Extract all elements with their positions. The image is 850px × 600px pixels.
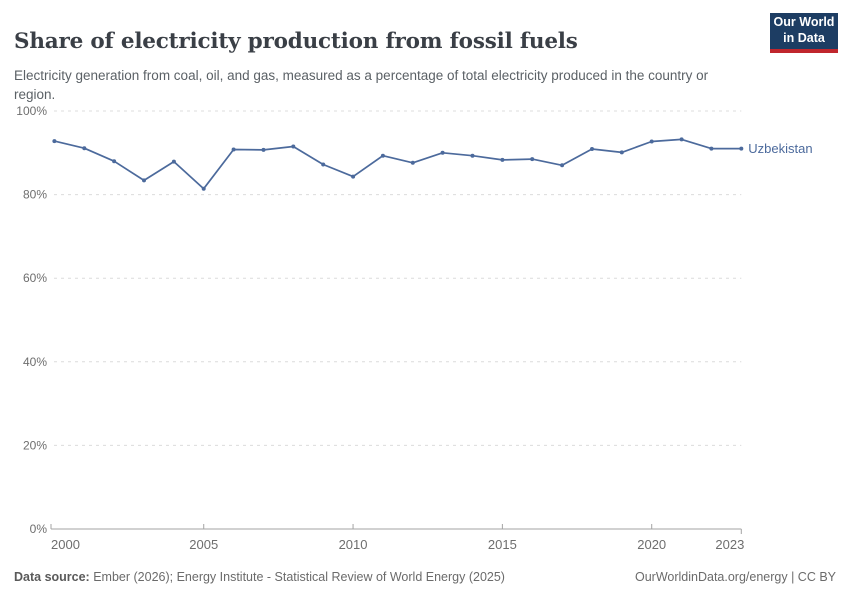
- data-point-2003: [142, 178, 146, 183]
- series-label: Uzbekistan: [748, 141, 812, 156]
- data-point-2014: [470, 153, 475, 158]
- chart-footer: Data source: Ember (2026); Energy Instit…: [0, 566, 850, 588]
- data-point-2020: [649, 139, 654, 144]
- owid-logo-line1: Our World: [773, 15, 835, 30]
- x-axis-tick-label: 2015: [488, 537, 517, 552]
- y-axis-tick-label: 0%: [30, 522, 48, 536]
- trend-line: [53, 138, 743, 190]
- data-point-2006: [231, 147, 236, 152]
- data-point-2018: [590, 147, 594, 151]
- x-axis-tick-label: 2020: [637, 537, 666, 552]
- data-point-2021: [679, 137, 684, 142]
- data-point-2017: [560, 163, 565, 168]
- data-point-2008: [291, 144, 296, 149]
- chart-subtitle: Electricity generation from coal, oil, a…: [14, 67, 709, 103]
- data-source-note: Data source: Ember (2026); Energy Instit…: [14, 570, 505, 584]
- data-point-2015: [500, 157, 505, 162]
- y-axis-tick-label: 40%: [23, 355, 47, 369]
- data-point-2011: [380, 153, 385, 158]
- data-point-2001: [82, 146, 87, 151]
- data-point-2022: [709, 146, 714, 151]
- data-source-text: Ember (2026); Energy Institute - Statist…: [89, 570, 505, 584]
- x-axis-tick-label: 2010: [339, 537, 368, 552]
- data-source-label: Data source:: [14, 570, 90, 584]
- y-axis-tick-label: 100%: [16, 104, 47, 118]
- data-point-2013: [440, 150, 445, 155]
- data-point-2009: [321, 162, 326, 167]
- data-point-2005: [201, 186, 206, 191]
- data-point-2012: [410, 160, 415, 165]
- data-point-2016: [530, 157, 535, 162]
- data-point-2019: [619, 150, 624, 155]
- data-point-2010: [351, 174, 356, 179]
- data-point-2002: [112, 159, 117, 164]
- y-axis-tick-label: 20%: [23, 438, 47, 452]
- credit-text: OurWorldinData.org/energy | CC BY: [634, 570, 836, 584]
- data-point-2007: [261, 147, 266, 152]
- x-axis-tick-label: 2005: [189, 537, 218, 552]
- x-axis-tick-label: 2023: [715, 537, 744, 552]
- owid-logo-line2: in Data: [783, 31, 825, 45]
- data-point-2023: [739, 146, 744, 151]
- x-axis-tick-label: 2000: [51, 537, 80, 552]
- page-title: Share of electricity production from fos…: [14, 29, 578, 55]
- data-point-2004: [171, 159, 176, 164]
- data-point-2000: [52, 139, 57, 144]
- owid-logo: Our World in Data: [770, 13, 838, 53]
- y-axis-tick-label: 60%: [23, 271, 47, 285]
- y-axis-tick-label: 80%: [23, 188, 47, 202]
